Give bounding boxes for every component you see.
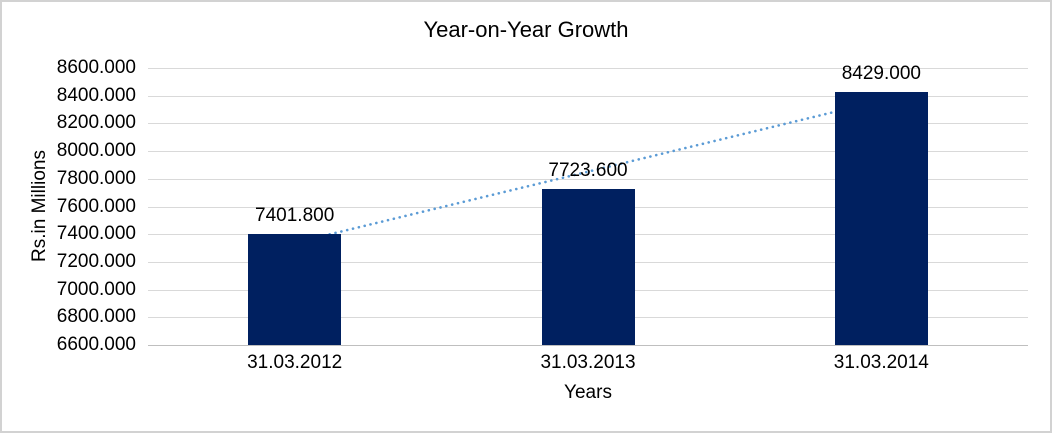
trendline-svg [293, 99, 883, 245]
x-tick-label: 31.03.2014 [833, 352, 929, 373]
bar-data-label: 7723.600 [548, 160, 628, 182]
y-tick-label: 8000.000 [56, 140, 136, 162]
bar-data-label: 7401.800 [255, 204, 335, 226]
y-tick-label: 7600.000 [56, 195, 136, 217]
gridline [148, 95, 1028, 97]
chart-title: Year-on-Year Growth [423, 17, 629, 42]
trendline [293, 99, 883, 245]
y-tick-label: 7200.000 [56, 250, 136, 272]
y-tick-label: 6800.000 [56, 306, 136, 328]
x-tick-label: 31.03.2012 [247, 352, 343, 373]
y-tick-label: 8200.000 [56, 112, 136, 134]
bar-data-label: 8429.000 [841, 62, 921, 84]
gridline [148, 151, 1028, 153]
y-tick-label: 7800.000 [56, 167, 136, 189]
y-tick-label: 8600.000 [56, 57, 136, 78]
bar [541, 189, 635, 345]
x-axis-line [148, 345, 1028, 346]
gridline [148, 123, 1028, 125]
bar [248, 233, 342, 345]
y-tick-label: 6600.000 [56, 334, 136, 355]
y-tick-label: 8400.000 [56, 84, 136, 106]
x-tick-label: 31.03.2013 [540, 352, 636, 373]
y-tick-label: 7400.000 [56, 223, 136, 245]
bar [834, 91, 928, 345]
x-axis-title: Years [564, 382, 612, 403]
gridline [148, 178, 1028, 180]
y-tick-label: 7000.000 [56, 278, 136, 300]
gridline [148, 68, 1028, 69]
